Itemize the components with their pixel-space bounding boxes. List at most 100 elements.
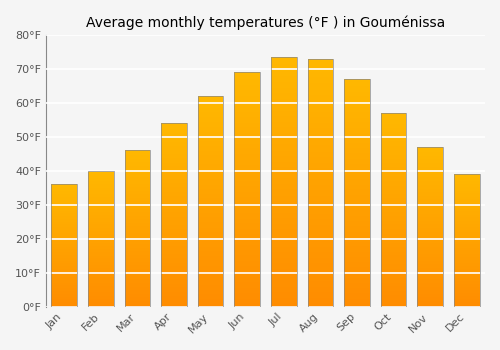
Bar bbox=[418, 169, 443, 170]
Bar bbox=[454, 257, 479, 258]
Bar bbox=[380, 222, 406, 223]
Bar bbox=[344, 130, 370, 131]
Bar bbox=[198, 128, 224, 129]
Bar bbox=[52, 212, 77, 213]
Bar bbox=[124, 212, 150, 213]
Bar bbox=[271, 107, 296, 108]
Bar bbox=[344, 85, 370, 86]
Bar bbox=[271, 161, 296, 162]
Bar bbox=[161, 280, 187, 281]
Bar bbox=[161, 200, 187, 201]
Bar bbox=[418, 258, 443, 259]
Bar bbox=[124, 204, 150, 205]
Bar bbox=[234, 132, 260, 133]
Bar bbox=[161, 145, 187, 146]
Bar bbox=[161, 212, 187, 213]
Bar bbox=[380, 216, 406, 217]
Bar bbox=[88, 278, 114, 279]
Bar bbox=[308, 69, 333, 70]
Bar bbox=[308, 111, 333, 112]
Bar bbox=[271, 63, 296, 64]
Bar bbox=[344, 242, 370, 243]
Bar bbox=[234, 172, 260, 173]
Bar bbox=[271, 253, 296, 254]
Bar bbox=[234, 138, 260, 139]
Bar bbox=[161, 161, 187, 162]
Bar bbox=[380, 177, 406, 178]
Bar bbox=[344, 229, 370, 230]
Bar bbox=[380, 293, 406, 294]
Bar bbox=[52, 306, 77, 307]
Bar bbox=[88, 171, 114, 307]
Bar bbox=[198, 266, 224, 267]
Bar bbox=[308, 114, 333, 116]
Bar bbox=[344, 199, 370, 201]
Bar bbox=[124, 289, 150, 290]
Bar bbox=[271, 141, 296, 142]
Bar bbox=[454, 304, 479, 305]
Bar bbox=[454, 234, 479, 235]
Bar bbox=[454, 215, 479, 216]
Bar bbox=[198, 155, 224, 156]
Bar bbox=[52, 231, 77, 232]
Bar bbox=[454, 183, 479, 184]
Bar bbox=[418, 152, 443, 153]
Bar bbox=[380, 270, 406, 271]
Bar bbox=[454, 195, 479, 196]
Bar bbox=[308, 144, 333, 146]
Bar bbox=[308, 167, 333, 168]
Bar bbox=[308, 284, 333, 286]
Bar bbox=[380, 248, 406, 250]
Bar bbox=[344, 275, 370, 276]
Bar bbox=[198, 204, 224, 205]
Bar bbox=[271, 104, 296, 106]
Bar bbox=[198, 188, 224, 189]
Bar bbox=[380, 125, 406, 126]
Bar bbox=[271, 194, 296, 196]
Bar bbox=[198, 264, 224, 265]
Bar bbox=[271, 157, 296, 158]
Bar bbox=[161, 261, 187, 262]
Bar bbox=[198, 236, 224, 237]
Bar bbox=[161, 152, 187, 153]
Bar bbox=[454, 181, 479, 182]
Bar bbox=[161, 206, 187, 207]
Bar bbox=[344, 151, 370, 152]
Bar bbox=[380, 119, 406, 120]
Bar bbox=[454, 176, 479, 177]
Bar bbox=[124, 151, 150, 152]
Bar bbox=[234, 148, 260, 149]
Bar bbox=[418, 164, 443, 165]
Bar bbox=[52, 213, 77, 214]
Bar bbox=[344, 79, 370, 307]
Bar bbox=[380, 210, 406, 211]
Bar bbox=[234, 154, 260, 155]
Bar bbox=[234, 105, 260, 106]
Bar bbox=[308, 215, 333, 216]
Bar bbox=[52, 288, 77, 289]
Bar bbox=[161, 139, 187, 140]
Bar bbox=[454, 267, 479, 268]
Bar bbox=[124, 218, 150, 219]
Bar bbox=[418, 221, 443, 222]
Bar bbox=[454, 287, 479, 288]
Bar bbox=[52, 297, 77, 298]
Bar bbox=[124, 274, 150, 275]
Bar bbox=[234, 112, 260, 113]
Bar bbox=[124, 223, 150, 224]
Bar bbox=[380, 117, 406, 118]
Bar bbox=[380, 195, 406, 196]
Bar bbox=[271, 57, 296, 307]
Bar bbox=[52, 234, 77, 235]
Bar bbox=[198, 256, 224, 257]
Bar bbox=[380, 128, 406, 130]
Bar bbox=[308, 184, 333, 185]
Bar bbox=[418, 148, 443, 149]
Bar bbox=[344, 142, 370, 143]
Bar bbox=[52, 190, 77, 191]
Bar bbox=[454, 202, 479, 203]
Bar bbox=[271, 229, 296, 231]
Bar bbox=[234, 122, 260, 124]
Bar bbox=[124, 295, 150, 296]
Bar bbox=[161, 306, 187, 307]
